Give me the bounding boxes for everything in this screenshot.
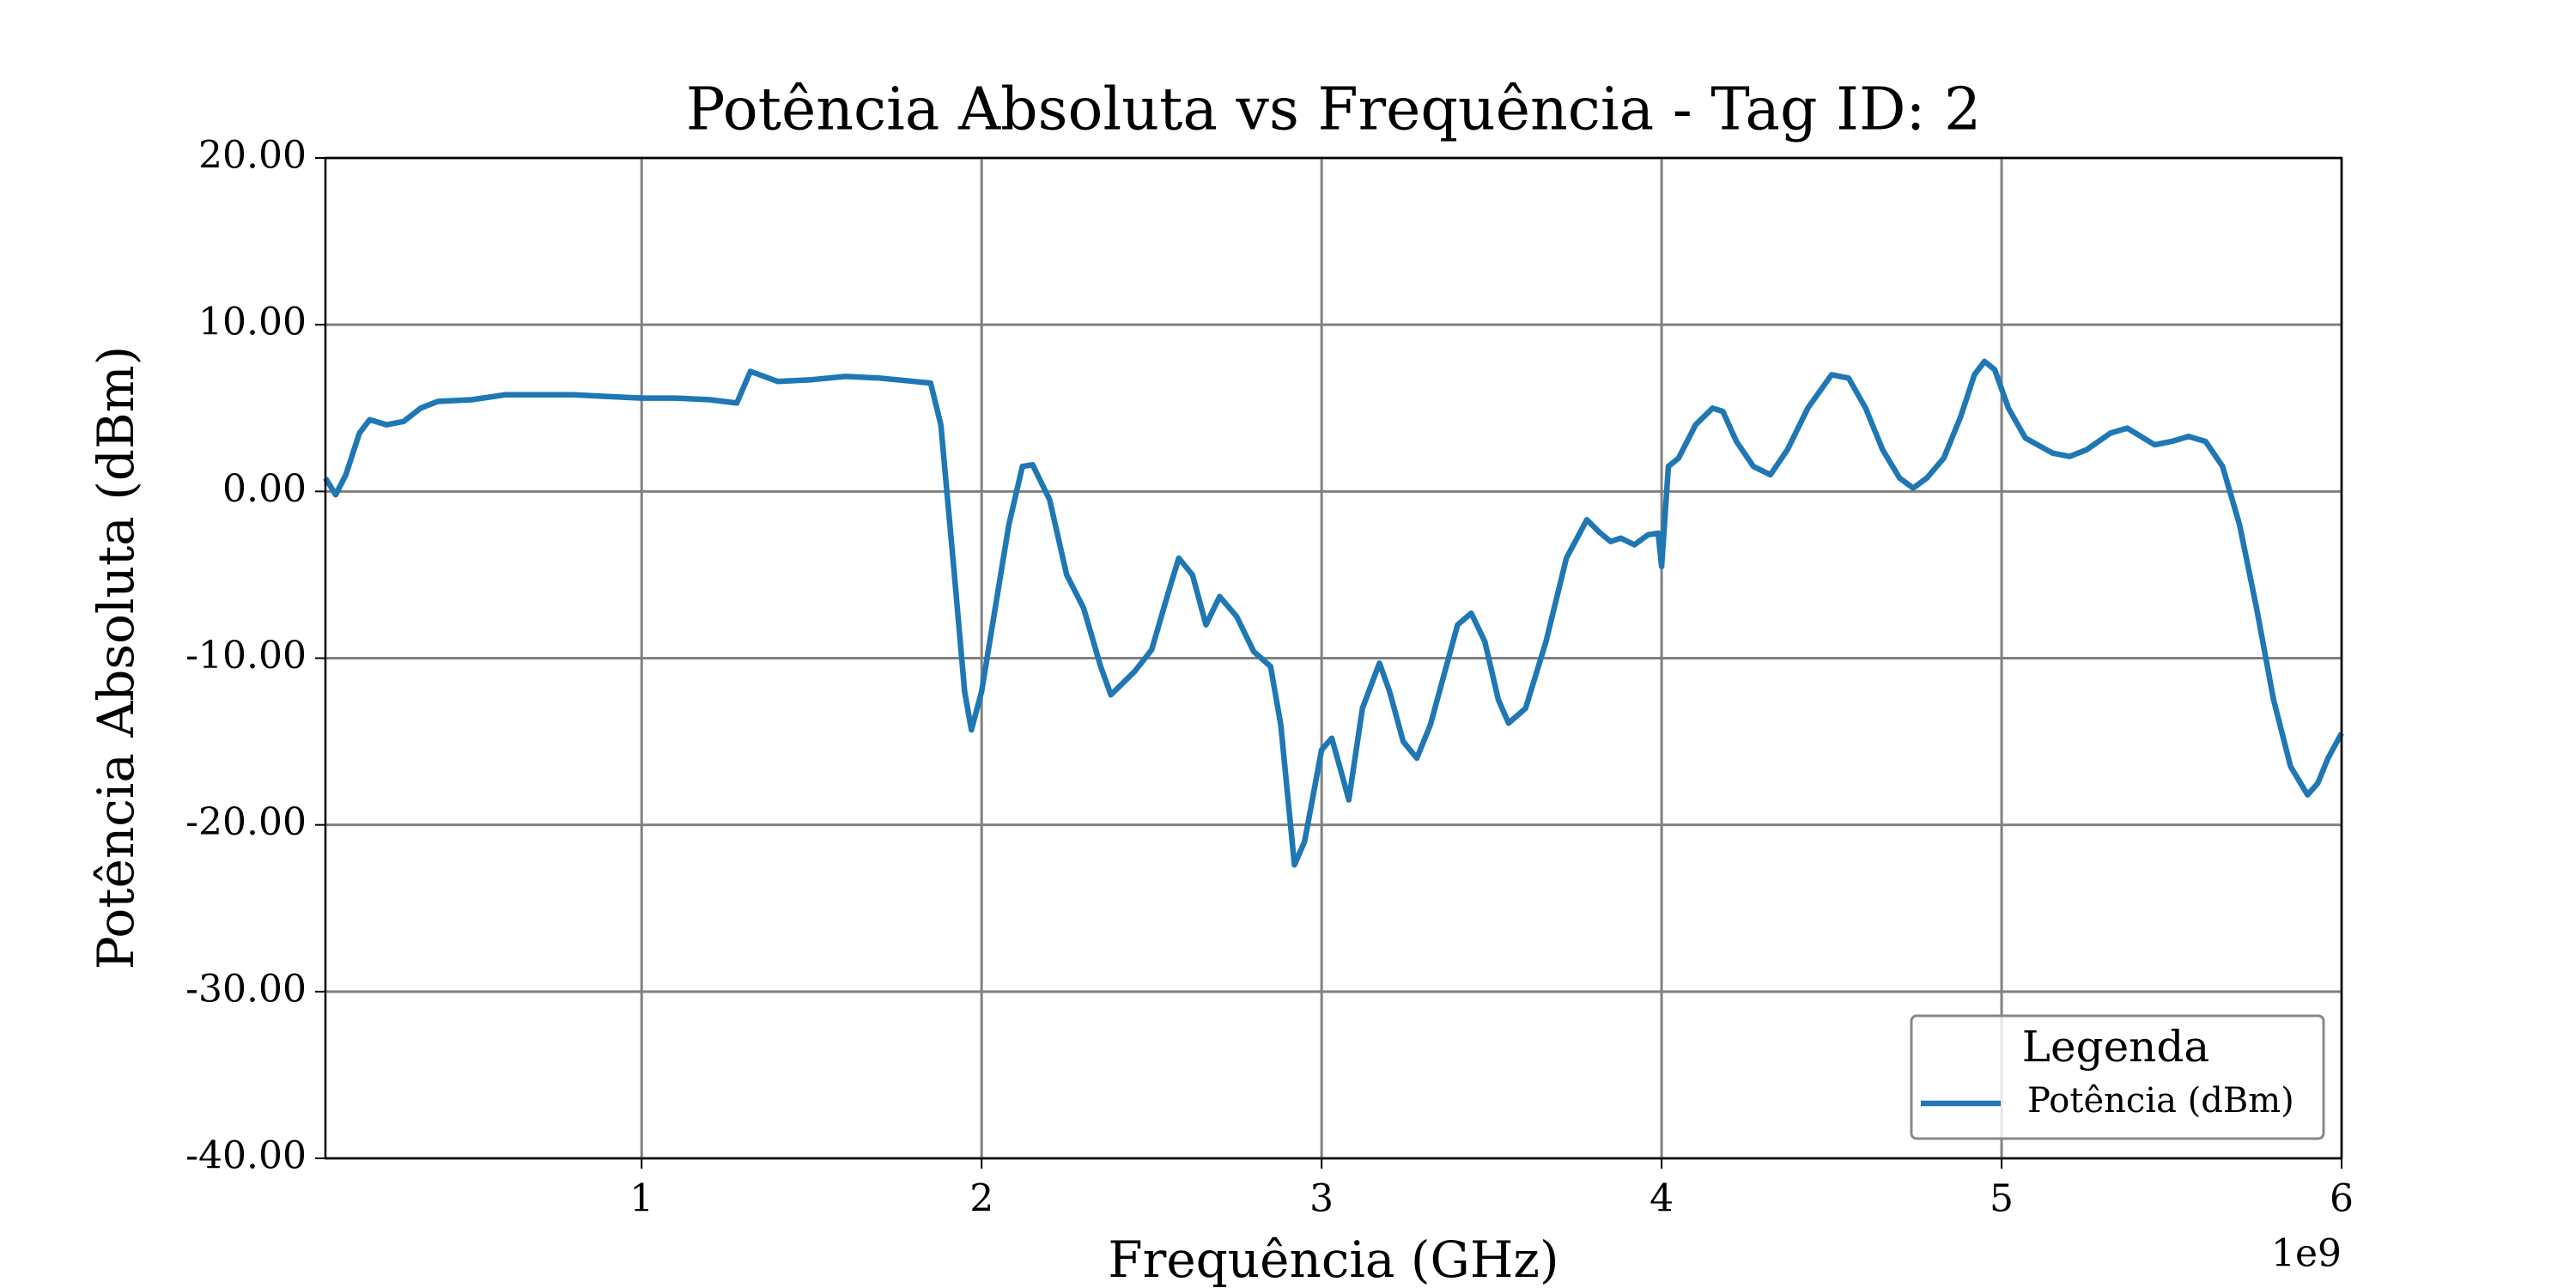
y-tick-label: -30.00 xyxy=(185,967,307,1011)
x-tick-label: 5 xyxy=(1990,1177,2014,1221)
x-tick-label: 2 xyxy=(969,1177,993,1221)
x-axis-label: Frequência (GHz) xyxy=(1108,1230,1558,1288)
legend-title: Legenda xyxy=(2022,1022,2209,1072)
x-tick-label: 6 xyxy=(2330,1177,2354,1221)
x-tick-label: 4 xyxy=(1649,1177,1674,1221)
x-tick-label: 3 xyxy=(1309,1177,1334,1221)
legend-label: Potência (dBm) xyxy=(2027,1081,2294,1121)
y-tick-label: 20.00 xyxy=(198,134,307,178)
x-tick-label: 1 xyxy=(629,1177,653,1221)
y-tick-label: -40.00 xyxy=(185,1134,307,1178)
y-tick-label: -20.00 xyxy=(185,800,307,844)
y-tick-label: 10.00 xyxy=(198,301,307,344)
x-offset-label: 1e9 xyxy=(2271,1232,2342,1276)
legend-box xyxy=(1910,1014,2325,1140)
y-axis-label: Potência Absoluta (dBm) xyxy=(87,346,145,970)
data-line xyxy=(323,358,2344,868)
plot-frame xyxy=(324,156,2343,1160)
y-tick-label: -10.00 xyxy=(185,634,307,677)
y-tick-label: 0.00 xyxy=(222,467,307,511)
chart-title: Potência Absoluta vs Frequência - Tag ID… xyxy=(686,76,1982,144)
